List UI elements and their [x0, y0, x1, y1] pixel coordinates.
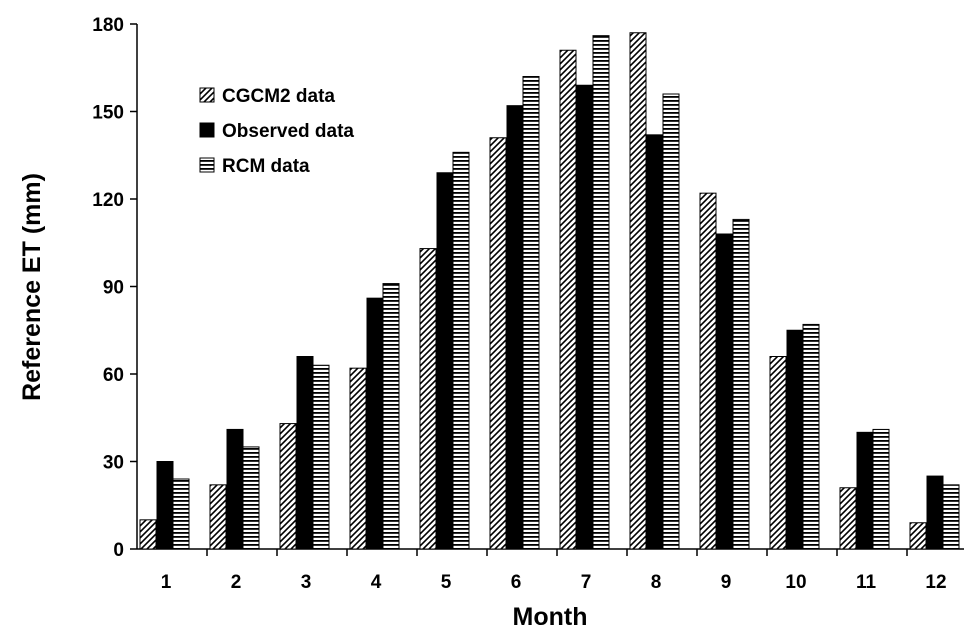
bar-horizontal-stripes-month-1: [172, 478, 190, 550]
y-tick-label: 30: [103, 453, 124, 474]
bar-horizontal-stripes-month-9: [732, 218, 750, 550]
bar-diagonal-hatch-month-6: [489, 137, 507, 550]
y-ticks: 0 30 60 90 120 150 180: [92, 15, 137, 561]
x-axis-title: Month: [513, 603, 588, 631]
bar-horizontal-stripes-month-4: [382, 283, 400, 550]
x-tick-label: 10: [785, 572, 806, 593]
bar-solid-black-month-5: [436, 172, 454, 550]
x-tick-label: 1: [161, 572, 172, 593]
x-tick-label: 9: [721, 572, 732, 593]
bar-solid-black-month-3: [296, 356, 314, 550]
x-tick-label: 5: [441, 572, 452, 593]
bar-solid-black-month-1: [156, 461, 174, 550]
bar-diagonal-hatch-month-2: [209, 484, 227, 550]
x-tick-label: 8: [651, 572, 662, 593]
legend: CGCM2 data Observed data RCM data: [199, 86, 354, 177]
bar-solid-black-month-9: [716, 233, 734, 550]
bar-diagonal-hatch-month-10: [769, 356, 787, 550]
bar-horizontal-stripes-month-7: [592, 35, 610, 550]
x-tick-label: 6: [511, 572, 522, 593]
bar-diagonal-hatch-month-8: [629, 32, 647, 550]
bar-solid-black-month-4: [366, 297, 384, 550]
legend-label: Observed data: [222, 121, 354, 142]
x-tick-label: 2: [231, 572, 242, 593]
y-tick-label: 0: [113, 540, 124, 561]
x-tick-label: 7: [581, 572, 592, 593]
y-tick-label: 150: [92, 103, 124, 124]
bar-horizontal-stripes-month-6: [522, 76, 540, 550]
bar-horizontal-stripes-month-8: [662, 93, 680, 550]
bar-horizontal-stripes-month-10: [802, 323, 820, 550]
bar-solid-black-month-12: [926, 475, 944, 550]
y-axis-title: Reference ET (mm): [18, 173, 46, 401]
bar-diagonal-hatch-month-9: [699, 192, 717, 550]
bar-horizontal-stripes-month-11: [872, 428, 890, 550]
bar-diagonal-hatch-month-5: [419, 248, 437, 550]
bars: [139, 32, 960, 550]
bar-diagonal-hatch-month-1: [139, 519, 157, 550]
y-tick-label: 180: [92, 15, 124, 36]
bar-diagonal-hatch-month-12: [909, 522, 927, 550]
x-tick-label: 4: [371, 572, 382, 593]
legend-label: RCM data: [222, 156, 310, 177]
x-ticks: 1 2 3 4 5 6 7 8 9 10 11 12: [161, 549, 947, 593]
bar-solid-black-month-10: [786, 329, 804, 550]
legend-label: CGCM2 data: [222, 86, 335, 107]
x-tick-label: 12: [925, 572, 946, 593]
legend-swatch-horizontal-stripes: [199, 157, 215, 173]
bar-solid-black-month-7: [576, 84, 594, 550]
bar-solid-black-month-6: [506, 105, 524, 550]
x-tick-label: 3: [301, 572, 312, 593]
bar-horizontal-stripes-month-2: [242, 446, 260, 550]
x-tick-label: 11: [856, 572, 877, 593]
legend-swatch-diagonal-hatch: [199, 87, 215, 103]
bar-solid-black-month-2: [226, 428, 244, 550]
bar-solid-black-month-11: [856, 431, 874, 550]
bar-solid-black-month-8: [646, 134, 664, 550]
bar-diagonal-hatch-month-4: [349, 367, 367, 550]
bar-diagonal-hatch-month-7: [559, 49, 577, 550]
bar-horizontal-stripes-month-5: [452, 151, 470, 550]
y-tick-label: 90: [103, 278, 124, 299]
legend-swatch-solid-black: [199, 122, 215, 138]
y-tick-label: 120: [92, 190, 124, 211]
y-tick-label: 60: [103, 365, 124, 386]
bar-horizontal-stripes-month-3: [312, 364, 330, 550]
bar-diagonal-hatch-month-3: [279, 423, 297, 550]
bar-horizontal-stripes-month-12: [942, 484, 960, 550]
bar-diagonal-hatch-month-11: [839, 487, 857, 550]
